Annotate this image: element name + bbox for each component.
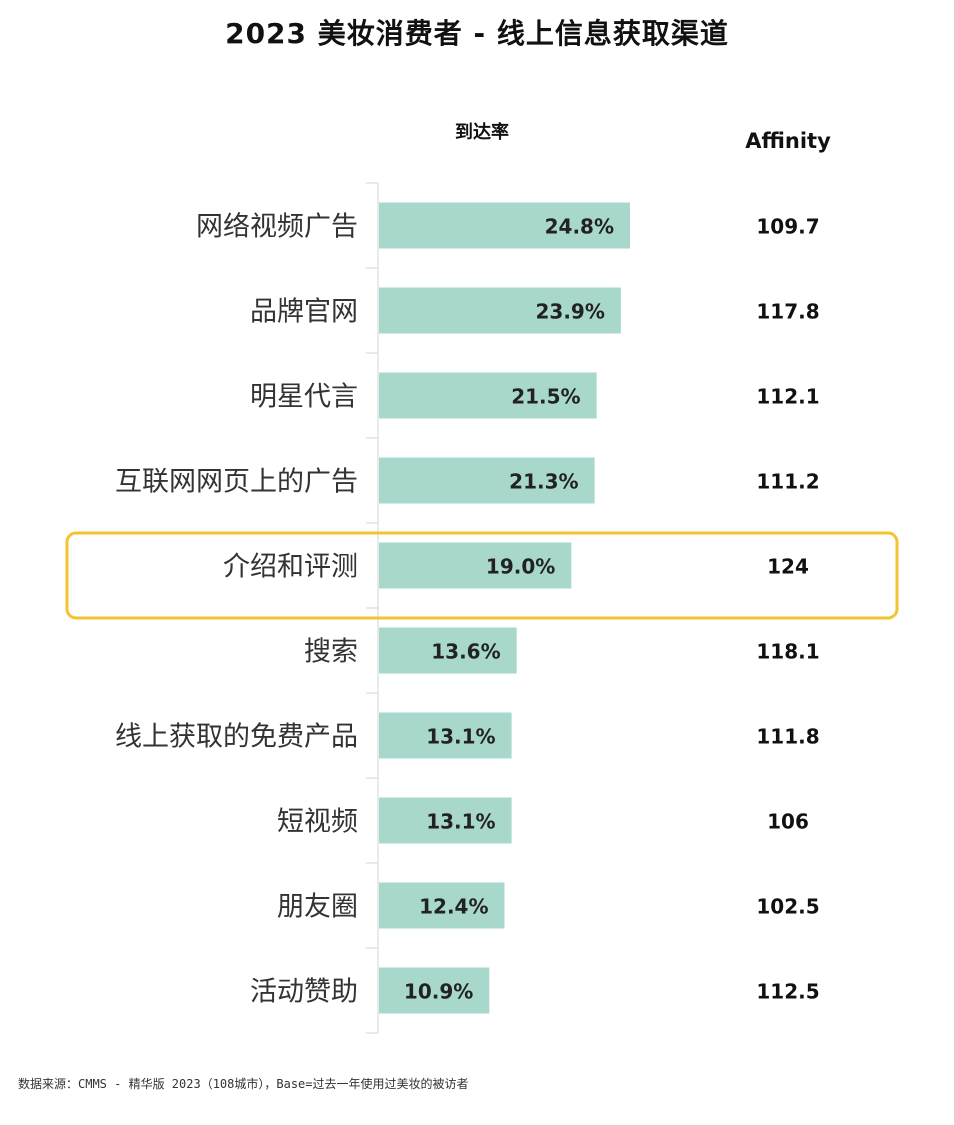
bar [379,542,572,589]
bar [379,287,621,334]
bar [379,202,630,249]
value-label: 12.4% [419,895,488,919]
value-label: 21.3% [509,470,578,494]
value-label: 13.1% [426,725,495,749]
affinity-label: 106 [767,810,809,834]
category-label: 明星代言 [250,382,358,413]
affinity-label: 118.1 [756,640,819,664]
value-label: 19.0% [486,555,555,579]
category-label: 网络视频广告 [196,212,358,243]
affinity-label: 124 [767,555,809,579]
bar [379,797,512,844]
value-label: 13.6% [431,640,500,664]
reach-column-header: 到达率 [455,121,509,143]
affinity-label: 111.8 [756,725,819,749]
affinity-label: 109.7 [756,215,819,239]
affinity-label: 117.8 [756,300,819,324]
affinity-label: 112.1 [756,385,819,409]
bar [379,457,595,504]
category-label: 线上获取的免费产品 [115,722,358,753]
category-label: 短视频 [277,807,358,838]
value-label: 23.9% [536,300,605,324]
category-label: 搜索 [304,637,358,668]
highlight-box [65,531,899,620]
bar-chart: 到达率 Affinity 网络视频广告 24.8% 109.7 品牌官网 23.9% 11… [65,121,899,1034]
bar [379,372,597,419]
category-label: 朋友圈 [277,892,358,923]
affinity-label: 111.2 [756,470,819,494]
affinity-column-header: Affinity [745,129,831,153]
affinity-label: 102.5 [756,895,819,919]
category-label: 介绍和评测 [223,552,358,583]
category-label: 互联网网页上的广告 [115,467,358,498]
bar [379,712,512,759]
value-label: 24.8% [545,215,614,239]
category-label: 品牌官网 [250,297,358,328]
bar [379,627,517,674]
value-label: 21.5% [511,385,580,409]
affinity-label: 112.5 [756,980,819,1004]
chart-title: 2023 美妆消费者 - 线上信息获取渠道 [225,17,729,50]
bar [379,882,505,929]
bar [379,967,490,1014]
value-label: 10.9% [404,980,473,1004]
category-label: 活动赞助 [250,977,358,1008]
value-label: 13.1% [426,810,495,834]
footnote: 数据来源：CMMS - 精华版 2023（108城市），Base=过去一年使用过… [18,1077,469,1091]
